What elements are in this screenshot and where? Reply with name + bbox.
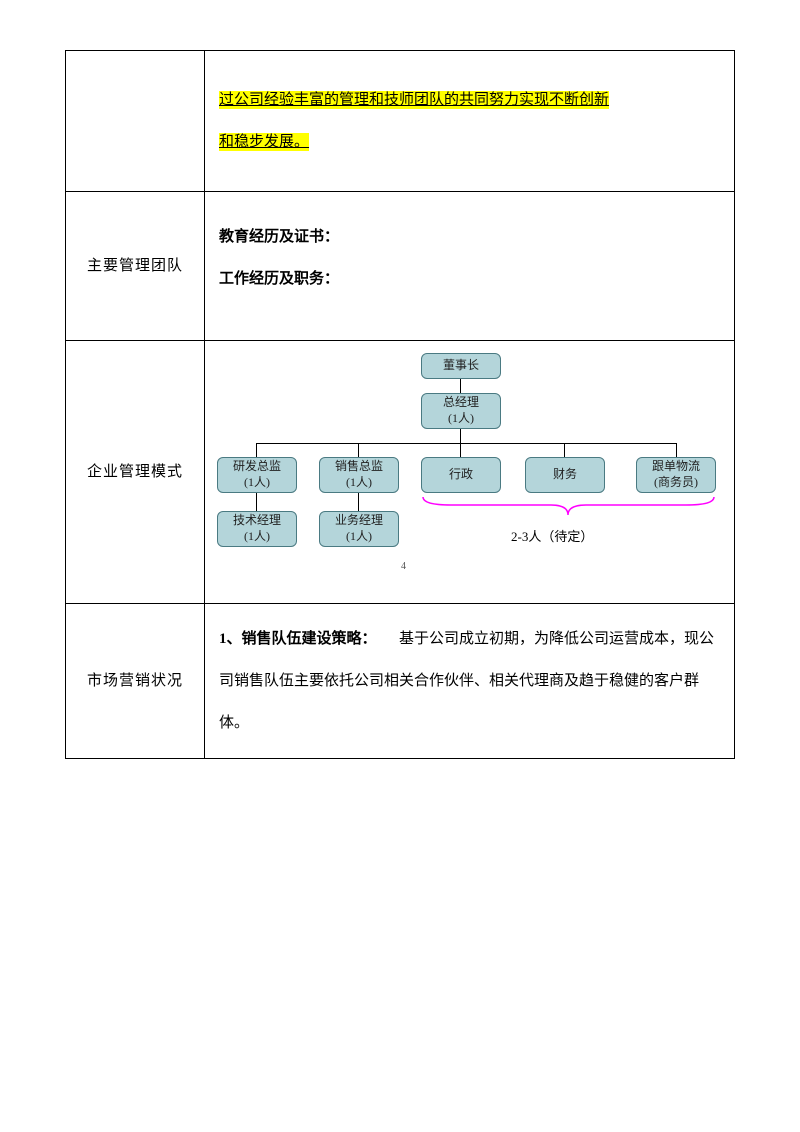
chart-connector: [460, 429, 461, 443]
row1-label-cell: [66, 51, 205, 192]
node-tech-mgr: 技术经理 (1人): [217, 511, 297, 547]
document-table: 过公司经验丰富的管理和技师团队的共同努力实现不断创新 和稳步发展。 主要管理团队…: [65, 50, 735, 759]
node-tech-mgr-l2: (1人): [218, 529, 296, 545]
node-sales-dir-l1: 销售总监: [320, 459, 398, 475]
chart-connector: [256, 493, 257, 511]
node-rd-dir-l1: 研发总监: [218, 459, 296, 475]
row4-content-cell: 1、销售队伍建设策略： 基于公司成立初期，为降低公司运营成本，现公司销售队伍主要…: [205, 604, 735, 759]
row3-label-cell: 企业管理模式: [66, 341, 205, 604]
node-biz-mgr-l1: 业务经理: [320, 513, 398, 529]
node-finance: 财务: [525, 457, 605, 493]
curly-brace-icon: [421, 495, 716, 517]
node-gm: 总经理 (1人): [421, 393, 501, 429]
chart-connector: [358, 443, 359, 457]
chart-connector: [358, 493, 359, 511]
node-rd-dir-l2: (1人): [218, 475, 296, 491]
chart-connector: [460, 443, 461, 457]
node-gm-l1: 总经理: [422, 395, 500, 411]
node-rd-dir: 研发总监 (1人): [217, 457, 297, 493]
node-chairman: 董事长: [421, 353, 501, 379]
brace-label: 2-3人（待定）: [511, 519, 593, 555]
chart-connector: [460, 379, 461, 393]
node-sales-dir: 销售总监 (1人): [319, 457, 399, 493]
chart-connector: [256, 443, 676, 444]
chart-connector: [564, 443, 565, 457]
row2-content-cell: 教育经历及证书： 工作经历及职务：: [205, 192, 735, 341]
row4-label-cell: 市场营销状况: [66, 604, 205, 759]
chart-connector: [676, 443, 677, 457]
node-gm-l2: (1人): [422, 411, 500, 427]
org-chart: 董事长 总经理 (1人) 研发总监 (1人): [211, 347, 728, 597]
chart-connector: [256, 443, 257, 457]
node-admin: 行政: [421, 457, 501, 493]
node-biz-mgr-l2: (1人): [320, 529, 398, 545]
node-logi-l2: (商务员): [637, 475, 715, 491]
education-label: 教育经历及证书：: [219, 216, 720, 258]
work-label: 工作经历及职务：: [219, 258, 720, 300]
footnote-mark: 4: [401, 553, 406, 581]
row1-content-cell: 过公司经验丰富的管理和技师团队的共同努力实现不断创新 和稳步发展。: [205, 51, 735, 192]
row2-label-cell: 主要管理团队: [66, 192, 205, 341]
node-logistics: 跟单物流 (商务员): [636, 457, 716, 493]
row3-content-cell: 董事长 总经理 (1人) 研发总监 (1人): [205, 341, 735, 604]
strategy-num: 1、: [219, 631, 242, 647]
node-logi-l1: 跟单物流: [637, 459, 715, 475]
node-sales-dir-l2: (1人): [320, 475, 398, 491]
node-tech-mgr-l1: 技术经理: [218, 513, 296, 529]
node-biz-mgr: 业务经理 (1人): [319, 511, 399, 547]
highlight-line2: 和稳步发展。: [219, 133, 309, 151]
highlight-line1: 过公司经验丰富的管理和技师团队的共同努力实现不断创新: [219, 91, 609, 109]
strategy-title: 销售队伍建设策略：: [242, 631, 377, 647]
